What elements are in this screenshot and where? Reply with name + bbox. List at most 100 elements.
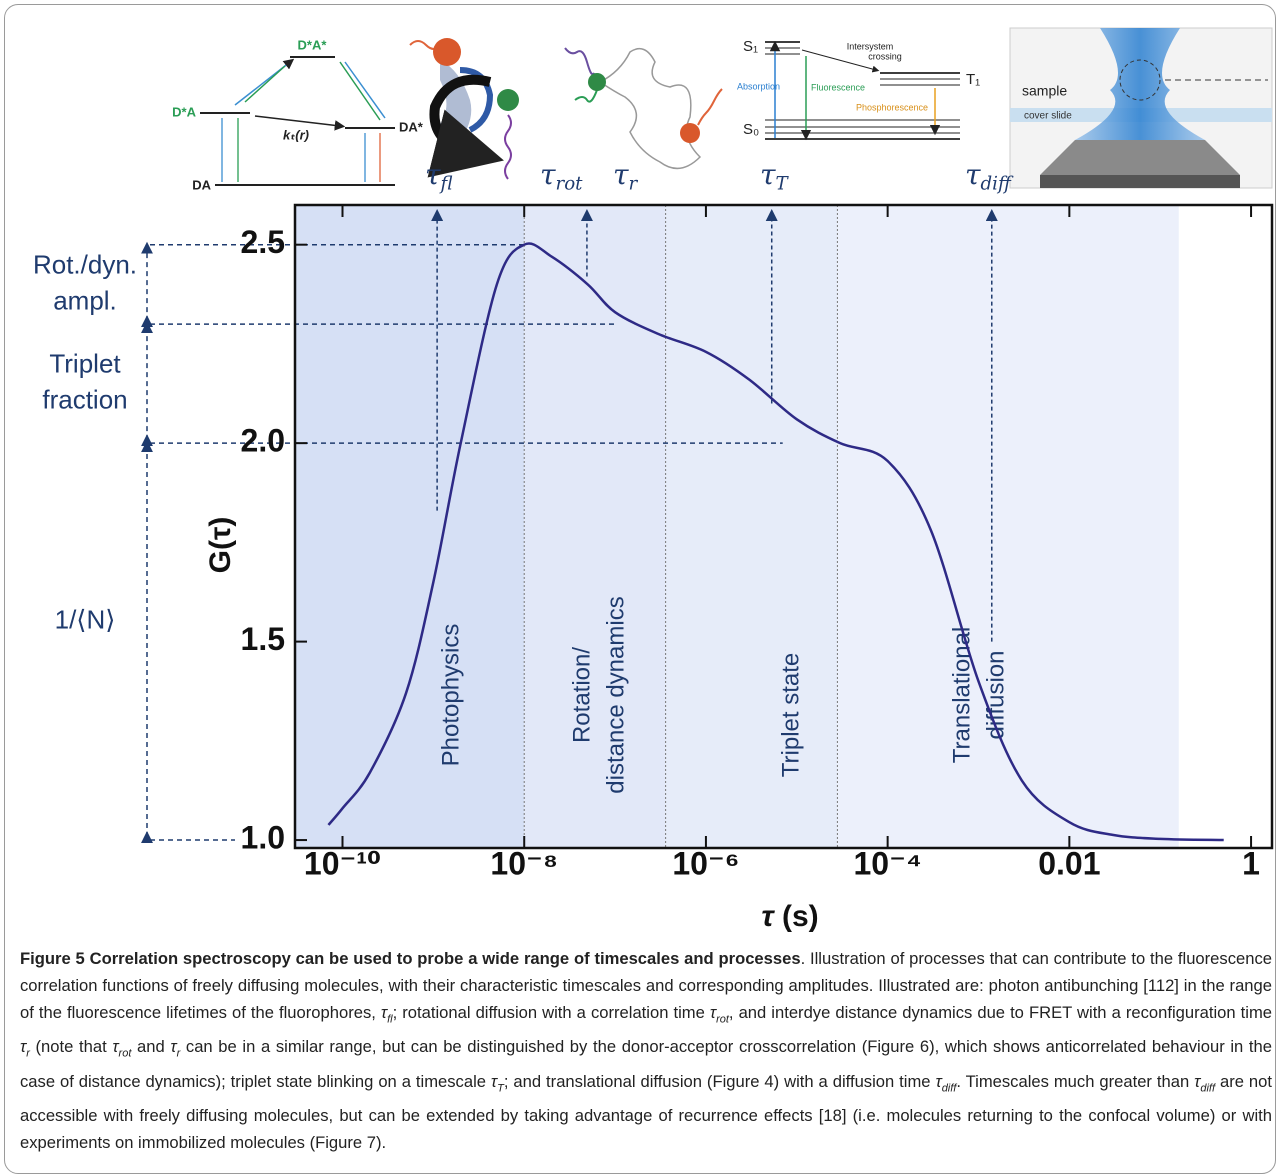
fluorescence-label: Fluorescence <box>811 82 865 92</box>
tau-symbol: τ <box>965 158 981 191</box>
fret-acceptor: DA* <box>399 119 424 134</box>
caption-text: are not accessible with freely diffusing… <box>20 1071 1272 1152</box>
illustration-jablonski: S₁ S₀ T₁ Intersystem crossing Absorption… <box>737 38 980 141</box>
fret-rate: kₜ(r) <box>283 127 309 142</box>
caption-text: ; and translational diffusion (Figure 4)… <box>503 1071 936 1091</box>
caption-text: , and interdye distance dynamics due to … <box>728 1003 1272 1022</box>
caption-symbol: τT <box>490 1071 504 1094</box>
tau-subscript: diff <box>981 173 1014 194</box>
region <box>665 205 838 848</box>
sample-label: sample <box>1022 83 1067 99</box>
tau-subscript: fl <box>439 173 453 194</box>
tau-label: τT <box>760 158 790 195</box>
region-label: distance dynamics <box>602 596 629 793</box>
caption-text: . Timescales much greater than <box>956 1071 1195 1091</box>
curve <box>327 242 1224 842</box>
tau-symbol: τ <box>425 158 441 191</box>
caption-text: . Illustration of processes that can con… <box>20 949 1272 1022</box>
tau-label: τdiff <box>965 158 1014 195</box>
tau-subscript: T <box>776 173 790 194</box>
x-axis-unit: (s) <box>774 900 819 933</box>
region-label: Triplet state <box>777 653 804 778</box>
t1-label: T₁ <box>966 71 980 88</box>
caption-text: and <box>131 1037 171 1057</box>
symbol-subscript: diff <box>1200 1081 1216 1094</box>
isc-label: crossing <box>868 51 902 61</box>
symbol: τ <box>935 1071 942 1091</box>
tau-symbol: τ <box>540 158 556 191</box>
y-axis-label: G(τ) <box>204 517 237 574</box>
amplitude-label: 1/⟨N⟩ <box>55 604 116 634</box>
tau-label: τrot <box>540 158 583 195</box>
region-label: Photophysics <box>437 624 464 767</box>
illustration-microscope: sample cover slide <box>1009 27 1273 189</box>
symbol-subscript: r <box>26 1047 30 1060</box>
tau-subscript: r <box>629 173 639 194</box>
symbol: τ <box>1194 1071 1201 1091</box>
region <box>295 205 525 848</box>
y-tick-label: 2.0 <box>241 423 285 459</box>
plot: Rot./dyn. ampl. Triplet fraction 1/⟨N⟩ Photop… <box>33 203 1274 933</box>
symbol-subscript: rot <box>118 1047 132 1060</box>
caption-symbol: τdiff <box>1194 1071 1216 1094</box>
x-axis-symbol: τ <box>761 900 775 933</box>
tau-label: τr <box>613 158 639 195</box>
tau-label: τfl <box>425 158 453 195</box>
symbol-subscript: r <box>176 1047 181 1060</box>
tau-subscript: rot <box>556 173 584 194</box>
region-label: Translational <box>948 627 975 764</box>
fret-donor: D*A <box>172 104 196 119</box>
illustration-protein <box>409 38 519 180</box>
illustration-fret: D*A* D*A DA* DA kₜ(r) <box>172 37 424 192</box>
caption-title: Figure 5 Correlation spectroscopy can be… <box>20 949 801 968</box>
isc-label: Intersystem <box>847 41 894 51</box>
x-tick-label: 10⁻⁴ <box>853 845 921 881</box>
x-tick-label: 0.01 <box>1038 845 1100 881</box>
y-tick-label: 1.5 <box>241 621 285 657</box>
x-axis-label: τ (s) <box>761 900 818 933</box>
amplitude-label: Rot./dyn. <box>33 249 137 279</box>
caption-text: ; rotational diffusion with a correlatio… <box>392 1003 710 1022</box>
caption: Figure 5 Correlation spectroscopy can be… <box>20 945 1272 1156</box>
x-tick-label: 10⁻⁸ <box>490 845 558 881</box>
symbol: τ <box>380 1003 388 1022</box>
caption-symbol: τr <box>170 1037 180 1059</box>
x-tick-label: 10⁻⁶ <box>672 845 739 881</box>
symbol-subscript: T <box>497 1081 504 1094</box>
fret-ground: DA <box>192 177 211 192</box>
symbol: τ <box>170 1037 177 1057</box>
illustration-chain <box>564 47 723 170</box>
slide-label: cover slide <box>1024 111 1072 122</box>
plot-frame <box>293 203 1274 850</box>
caption-symbol: τrot <box>112 1037 131 1059</box>
tau-symbol: τ <box>760 158 776 191</box>
figure: D*A* D*A DA* DA kₜ(r) S₁ <box>33 27 1274 933</box>
symbol: τ <box>112 1037 119 1057</box>
amplitude-label: ampl. <box>53 285 117 315</box>
region <box>837 205 1179 848</box>
caption-symbol: τdiff <box>935 1071 957 1094</box>
region-label: Rotation/ <box>568 647 595 743</box>
caption-text: can be in a similar range, but can be di… <box>20 1037 1272 1091</box>
symbol-subscript: rot <box>716 1013 729 1026</box>
caption-symbol: τrot <box>710 1003 729 1026</box>
caption-symbol: τr <box>20 1037 30 1059</box>
tau-labels: τfl τrot τr τT τdiff <box>425 158 1014 195</box>
fret-excited: D*A* <box>298 37 328 52</box>
region <box>524 205 666 848</box>
phosphorescence-label: Phosphorescence <box>856 102 928 112</box>
symbol-subscript: diff <box>941 1081 957 1094</box>
symbol-subscript: fl <box>387 1013 393 1026</box>
tau-symbol: τ <box>613 158 629 191</box>
amplitude-label: Triplet <box>49 348 121 378</box>
y-tick-label: 1.0 <box>241 820 285 856</box>
caption-text: (note that <box>29 1037 113 1057</box>
caption-symbol: τfl <box>380 1003 393 1026</box>
s1-label: S₁ <box>743 38 758 55</box>
y-tick-label: 2.5 <box>241 224 285 260</box>
s0-label: S₀ <box>743 121 759 138</box>
x-tick-label: 10⁻¹⁰ <box>304 845 381 881</box>
symbol: τ <box>490 1071 498 1091</box>
